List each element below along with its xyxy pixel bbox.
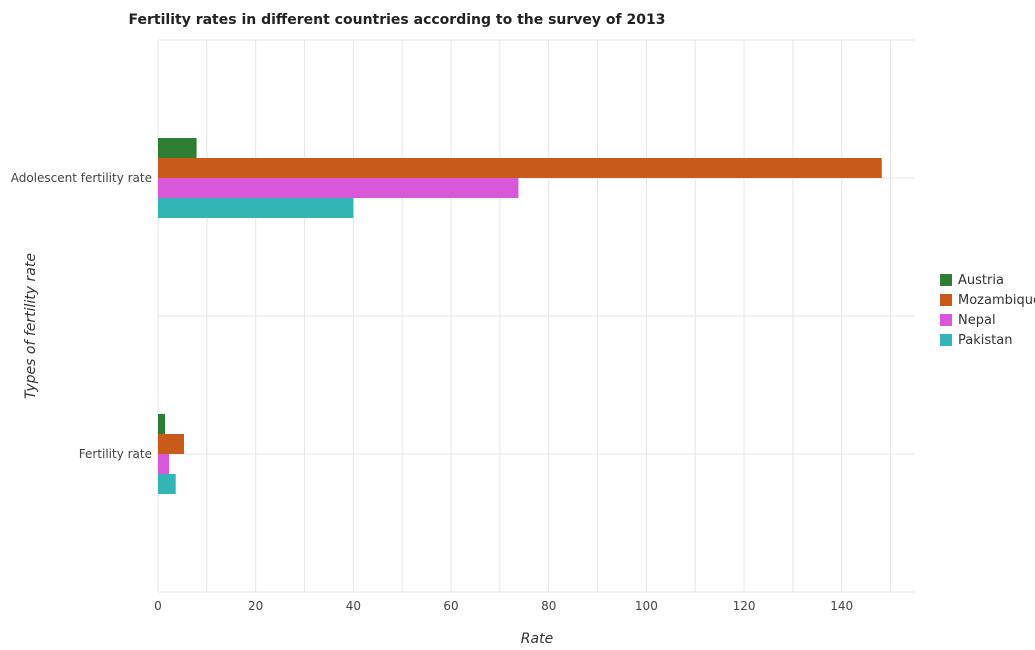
legend-entry: Mozambique (958, 293, 1035, 308)
x-tick-label: 140 (830, 599, 853, 613)
legend-entry: Pakistan (958, 333, 1012, 348)
legend-swatch (940, 274, 952, 286)
bar-mozambique-fertility (158, 434, 185, 454)
bar-pakistan-adolescent (158, 198, 354, 218)
legend-swatch (940, 314, 952, 326)
y-tick-label: Adolescent fertility rate (11, 171, 152, 185)
x-tick-label: 120 (733, 599, 756, 613)
plot-area: 0 20 40 60 80 100 120 140 Adolescent fertility r… (11, 39, 915, 613)
bar-nepal-fertility (158, 454, 169, 474)
x-tick-label: 60 (443, 599, 458, 613)
legend: Austria Mozambique Nepal Pakistan (940, 273, 1035, 348)
bar-austria-adolescent (158, 138, 197, 158)
bar-austria-fertility (158, 414, 166, 434)
x-tick-label: 0 (154, 599, 162, 613)
x-tick-label: 40 (346, 599, 361, 613)
legend-entry: Nepal (958, 313, 996, 328)
y-axis-label: Types of fertility rate (23, 253, 39, 399)
x-tick-label: 20 (248, 599, 263, 613)
y-tick-label: Fertility rate (79, 447, 152, 461)
x-tick-label: 80 (541, 599, 556, 613)
bar-mozambique-adolescent (158, 158, 882, 178)
legend-swatch (940, 294, 952, 306)
bar-nepal-adolescent (158, 178, 519, 198)
x-tick-label: 100 (635, 599, 658, 613)
bar-pakistan-fertility (158, 474, 176, 494)
chart-title: Fertility rates in different countries a… (129, 12, 666, 28)
x-axis-label: Rate (521, 631, 553, 647)
legend-entry: Austria (958, 273, 1004, 288)
legend-swatch (940, 334, 952, 346)
